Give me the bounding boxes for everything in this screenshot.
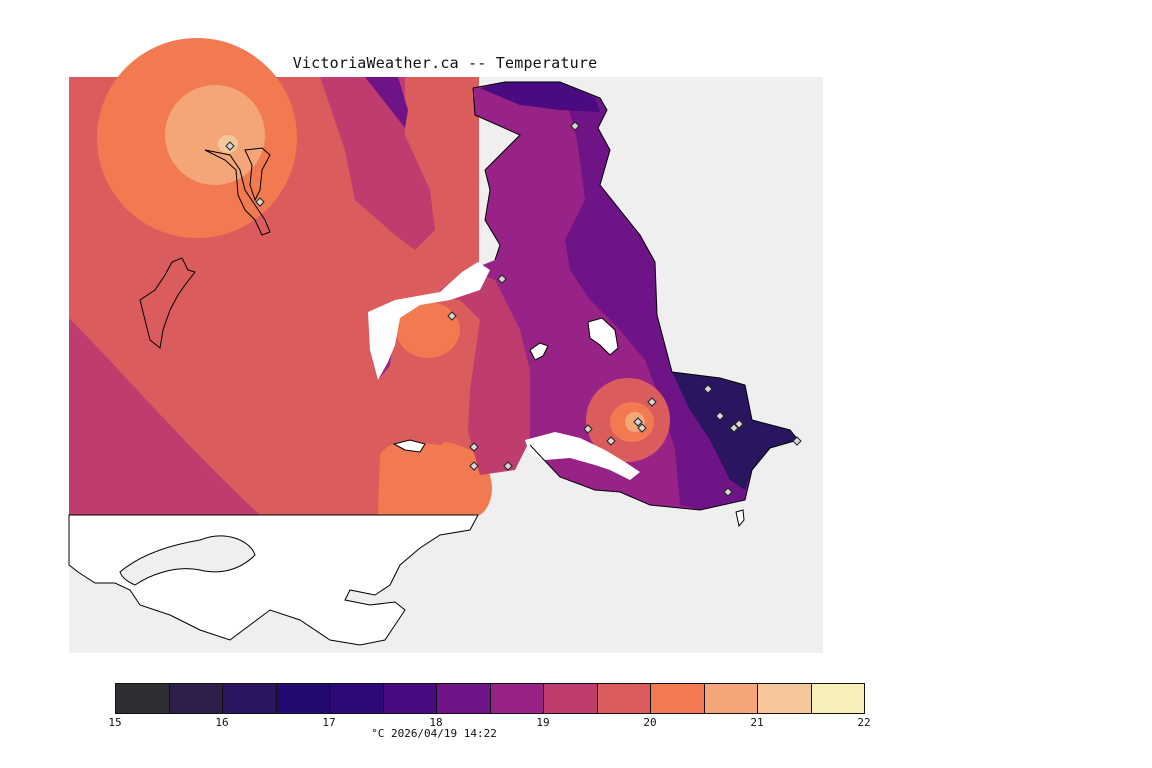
legend-swatch — [330, 684, 384, 713]
legend-swatch — [651, 684, 705, 713]
legend-swatch — [169, 684, 223, 713]
warm-cell-south — [378, 439, 492, 515]
station-marker[interactable] — [469, 442, 479, 452]
station-marker[interactable] — [637, 423, 647, 433]
warm-cell-north-core — [165, 85, 265, 185]
station-marker[interactable] — [734, 419, 744, 429]
west-coastline — [472, 87, 521, 261]
island-small-outline — [529, 342, 549, 361]
legend-tick-label: 15 — [108, 716, 122, 729]
island-west-outline — [139, 257, 196, 349]
station-marker[interactable] — [647, 397, 657, 407]
station-marker[interactable] — [503, 461, 513, 471]
legend-swatch — [758, 684, 812, 713]
inlet-water — [368, 262, 490, 380]
legend-tick-label: 21 — [750, 716, 764, 729]
station-markers — [225, 121, 802, 497]
legend-caption: °C 2026/04/19 14:22 — [371, 727, 497, 740]
legend-swatch — [383, 684, 437, 713]
island-north-outline — [204, 149, 271, 236]
temperature-band-18-north — [365, 77, 408, 128]
station-marker[interactable] — [729, 423, 739, 433]
olympic-coast-inlet — [119, 535, 256, 586]
station-marker[interactable] — [715, 411, 725, 421]
legend-swatch — [544, 684, 598, 713]
legend-color-bar — [115, 683, 865, 714]
legend-swatch — [437, 684, 491, 713]
lake-shape — [587, 317, 619, 356]
legend-tick-label: 17 — [322, 716, 336, 729]
station-marker[interactable] — [469, 461, 479, 471]
temperature-band-17-north — [480, 82, 600, 112]
legend-swatch — [116, 684, 170, 713]
station-marker[interactable] — [583, 424, 593, 434]
legend-swatch — [223, 684, 277, 713]
station-marker[interactable] — [606, 436, 616, 446]
map-title: VictoriaWeather.ca -- Temperature — [292, 54, 598, 72]
station-marker[interactable] — [792, 436, 802, 446]
legend-tick-label: 20 — [643, 716, 657, 729]
legend-swatch — [276, 684, 330, 713]
legend-swatch — [811, 684, 864, 713]
island-southeast-outline — [735, 509, 745, 528]
station-marker[interactable] — [255, 197, 265, 207]
legend-swatch — [490, 684, 544, 713]
station-marker[interactable] — [703, 384, 713, 394]
temperature-band-19-west — [69, 318, 260, 515]
station-marker[interactable] — [633, 417, 643, 427]
legend-tick-label: 19 — [536, 716, 550, 729]
legend-tick-label: 22 — [857, 716, 871, 729]
legend-tick-label: 18 — [429, 716, 443, 729]
island-north-outline-2 — [244, 147, 271, 202]
station-marker[interactable] — [570, 121, 580, 131]
harbour-water — [525, 432, 640, 480]
legend-swatch — [597, 684, 651, 713]
station-marker[interactable] — [723, 487, 733, 497]
legend-tick-label: 16 — [215, 716, 229, 729]
station-marker[interactable] — [497, 274, 507, 284]
station-marker[interactable] — [447, 311, 457, 321]
color-legend: 15 16 17 18 19 20 21 22 — [108, 683, 871, 729]
station-marker[interactable] — [225, 141, 235, 151]
warm-cell-west-coast — [396, 302, 460, 358]
island-south-outline — [392, 439, 426, 453]
legend-swatch — [704, 684, 758, 713]
temperature-band-19-coast — [320, 77, 435, 250]
peninsula-coastline — [472, 81, 799, 511]
